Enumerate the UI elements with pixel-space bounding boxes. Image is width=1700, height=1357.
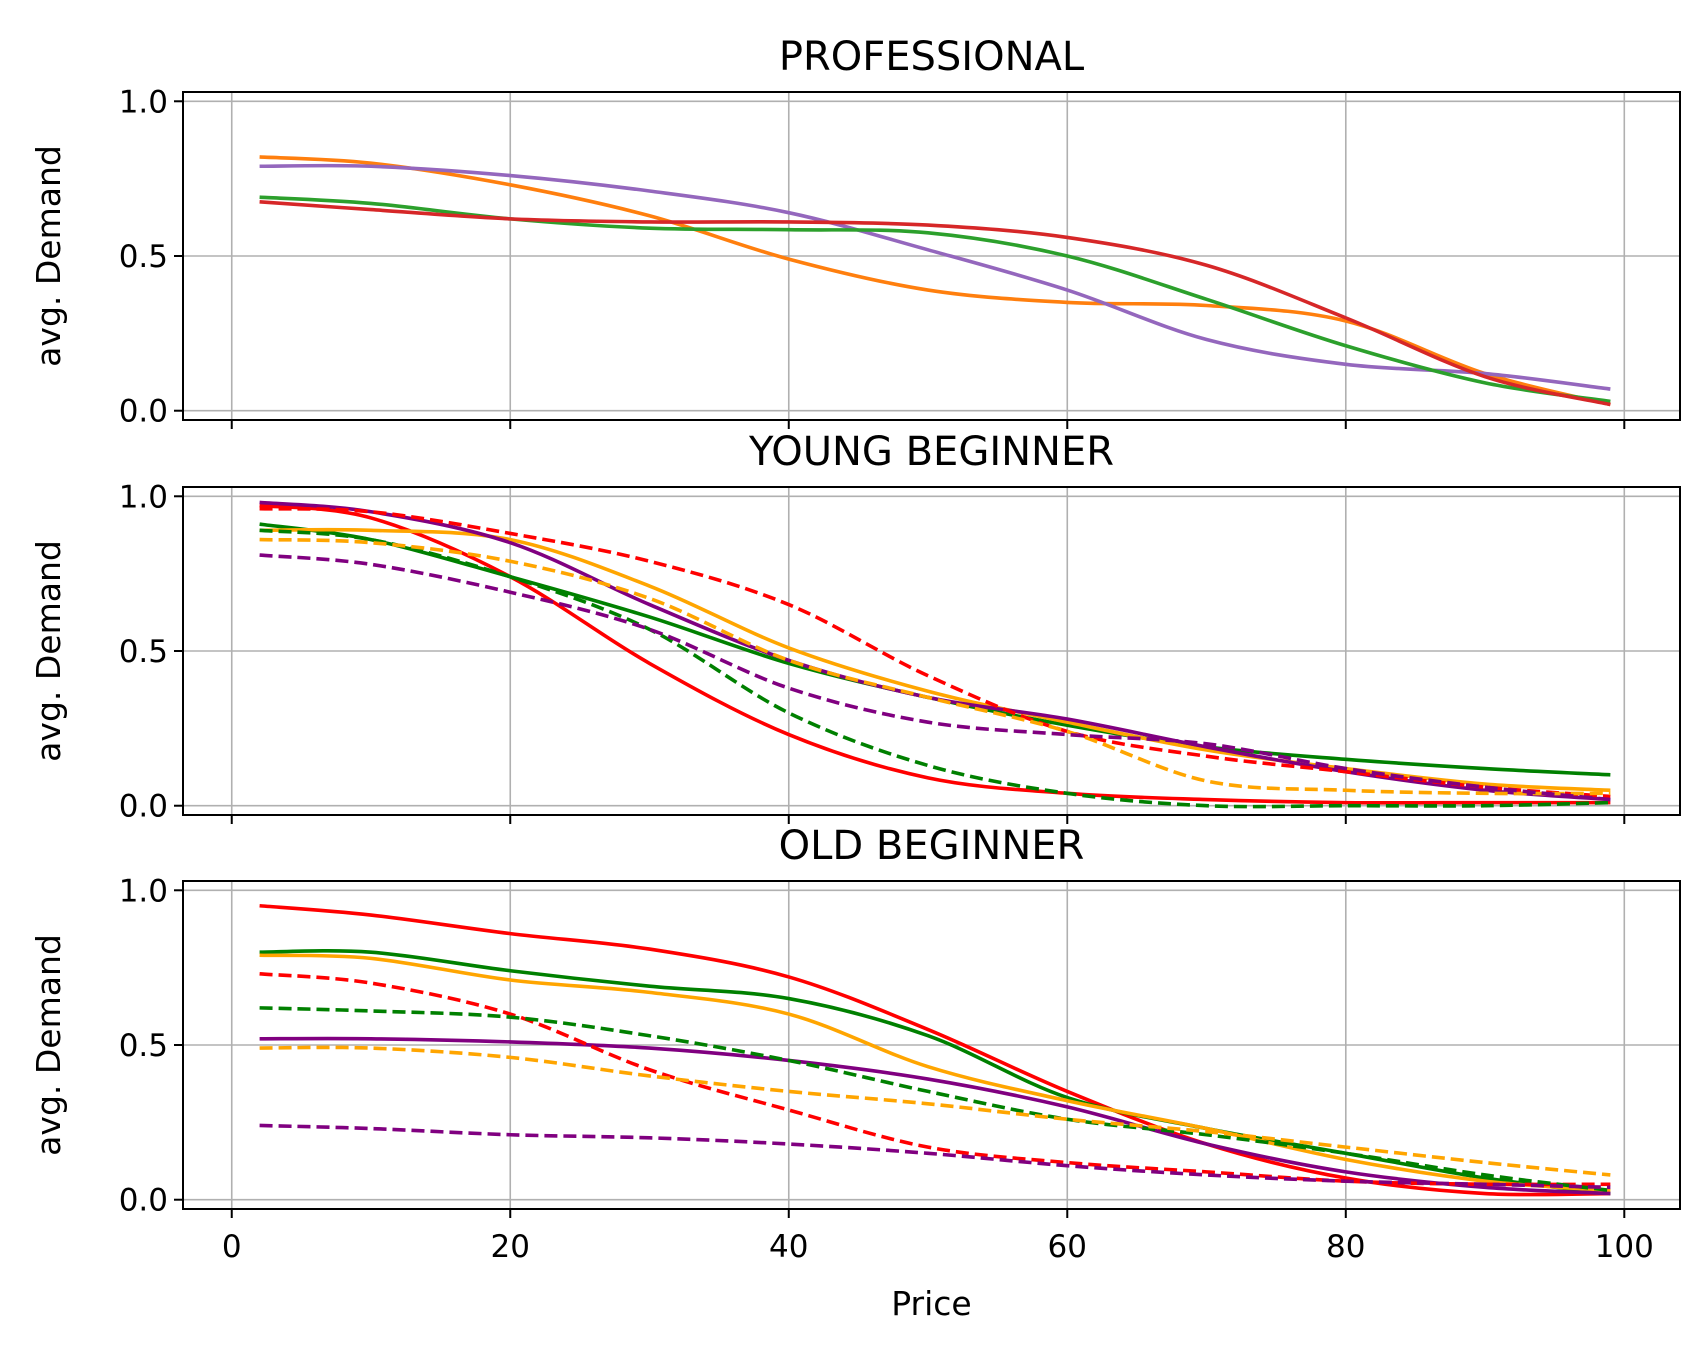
y-tick-label: 0.5	[119, 634, 168, 670]
panel-title: YOUNG BEGINNER	[748, 429, 1114, 475]
series-line-3-solid	[259, 527, 1611, 793]
series-line-8-dashed	[259, 1123, 1611, 1190]
y-axis-label: avg. Demand	[29, 934, 68, 1156]
panel-title: PROFESSIONAL	[779, 34, 1085, 80]
x-axis-label: Price	[891, 1284, 972, 1323]
series-line-5-dashed	[259, 506, 1611, 799]
panel-young-beginner: 0.0 0.5 1.0 YOUNG BEGINNER avg. Demand	[29, 429, 1681, 825]
panel-old-beginner: 0.0 0.5 1.0 0 20 40 60 80 100 OLD BEGINNER avg. De…	[29, 823, 1681, 1323]
y-tick-label: 0.0	[119, 1183, 168, 1219]
x-tick-label: 60	[1048, 1229, 1087, 1265]
panel-professional: 0.0 0.5 1.0 PROFESSIONAL avg. Demand	[29, 34, 1681, 430]
y-tick-label: 0.0	[119, 394, 168, 430]
y-tick-label: 0.5	[119, 1028, 168, 1064]
x-tick-label: 40	[769, 1229, 808, 1265]
y-tick-label: 1.0	[119, 479, 168, 515]
series-line-1-solid	[259, 503, 1611, 805]
y-tick-label: 0.0	[119, 789, 168, 825]
series-line-6-dashed	[259, 528, 1611, 809]
series-line-6-dashed	[259, 1006, 1611, 1193]
series-line-7-dashed	[259, 1045, 1611, 1177]
series-line-8-dashed	[259, 553, 1611, 802]
series-line-2-solid	[259, 163, 1611, 391]
panel-title: OLD BEGINNER	[779, 823, 1085, 869]
y-tick-label: 1.0	[119, 84, 168, 120]
y-axis-label: avg. Demand	[29, 145, 68, 367]
x-tick-label: 80	[1326, 1229, 1365, 1265]
x-tick-label: 100	[1595, 1229, 1654, 1265]
series-line-4-solid	[259, 1036, 1611, 1196]
series-line-4-solid	[259, 200, 1611, 407]
series-line-2-solid	[259, 949, 1611, 1196]
series-line-3-solid	[259, 953, 1611, 1193]
y-tick-label: 0.5	[119, 239, 168, 275]
y-tick-label: 1.0	[119, 873, 168, 909]
series-line-2-solid	[259, 522, 1611, 777]
x-tick-label: 20	[491, 1229, 530, 1265]
series-line-1-solid	[259, 903, 1611, 1197]
y-axis-label: avg. Demand	[29, 540, 68, 762]
x-tick-label: 0	[222, 1229, 242, 1265]
series-line-7-dashed	[259, 537, 1611, 796]
